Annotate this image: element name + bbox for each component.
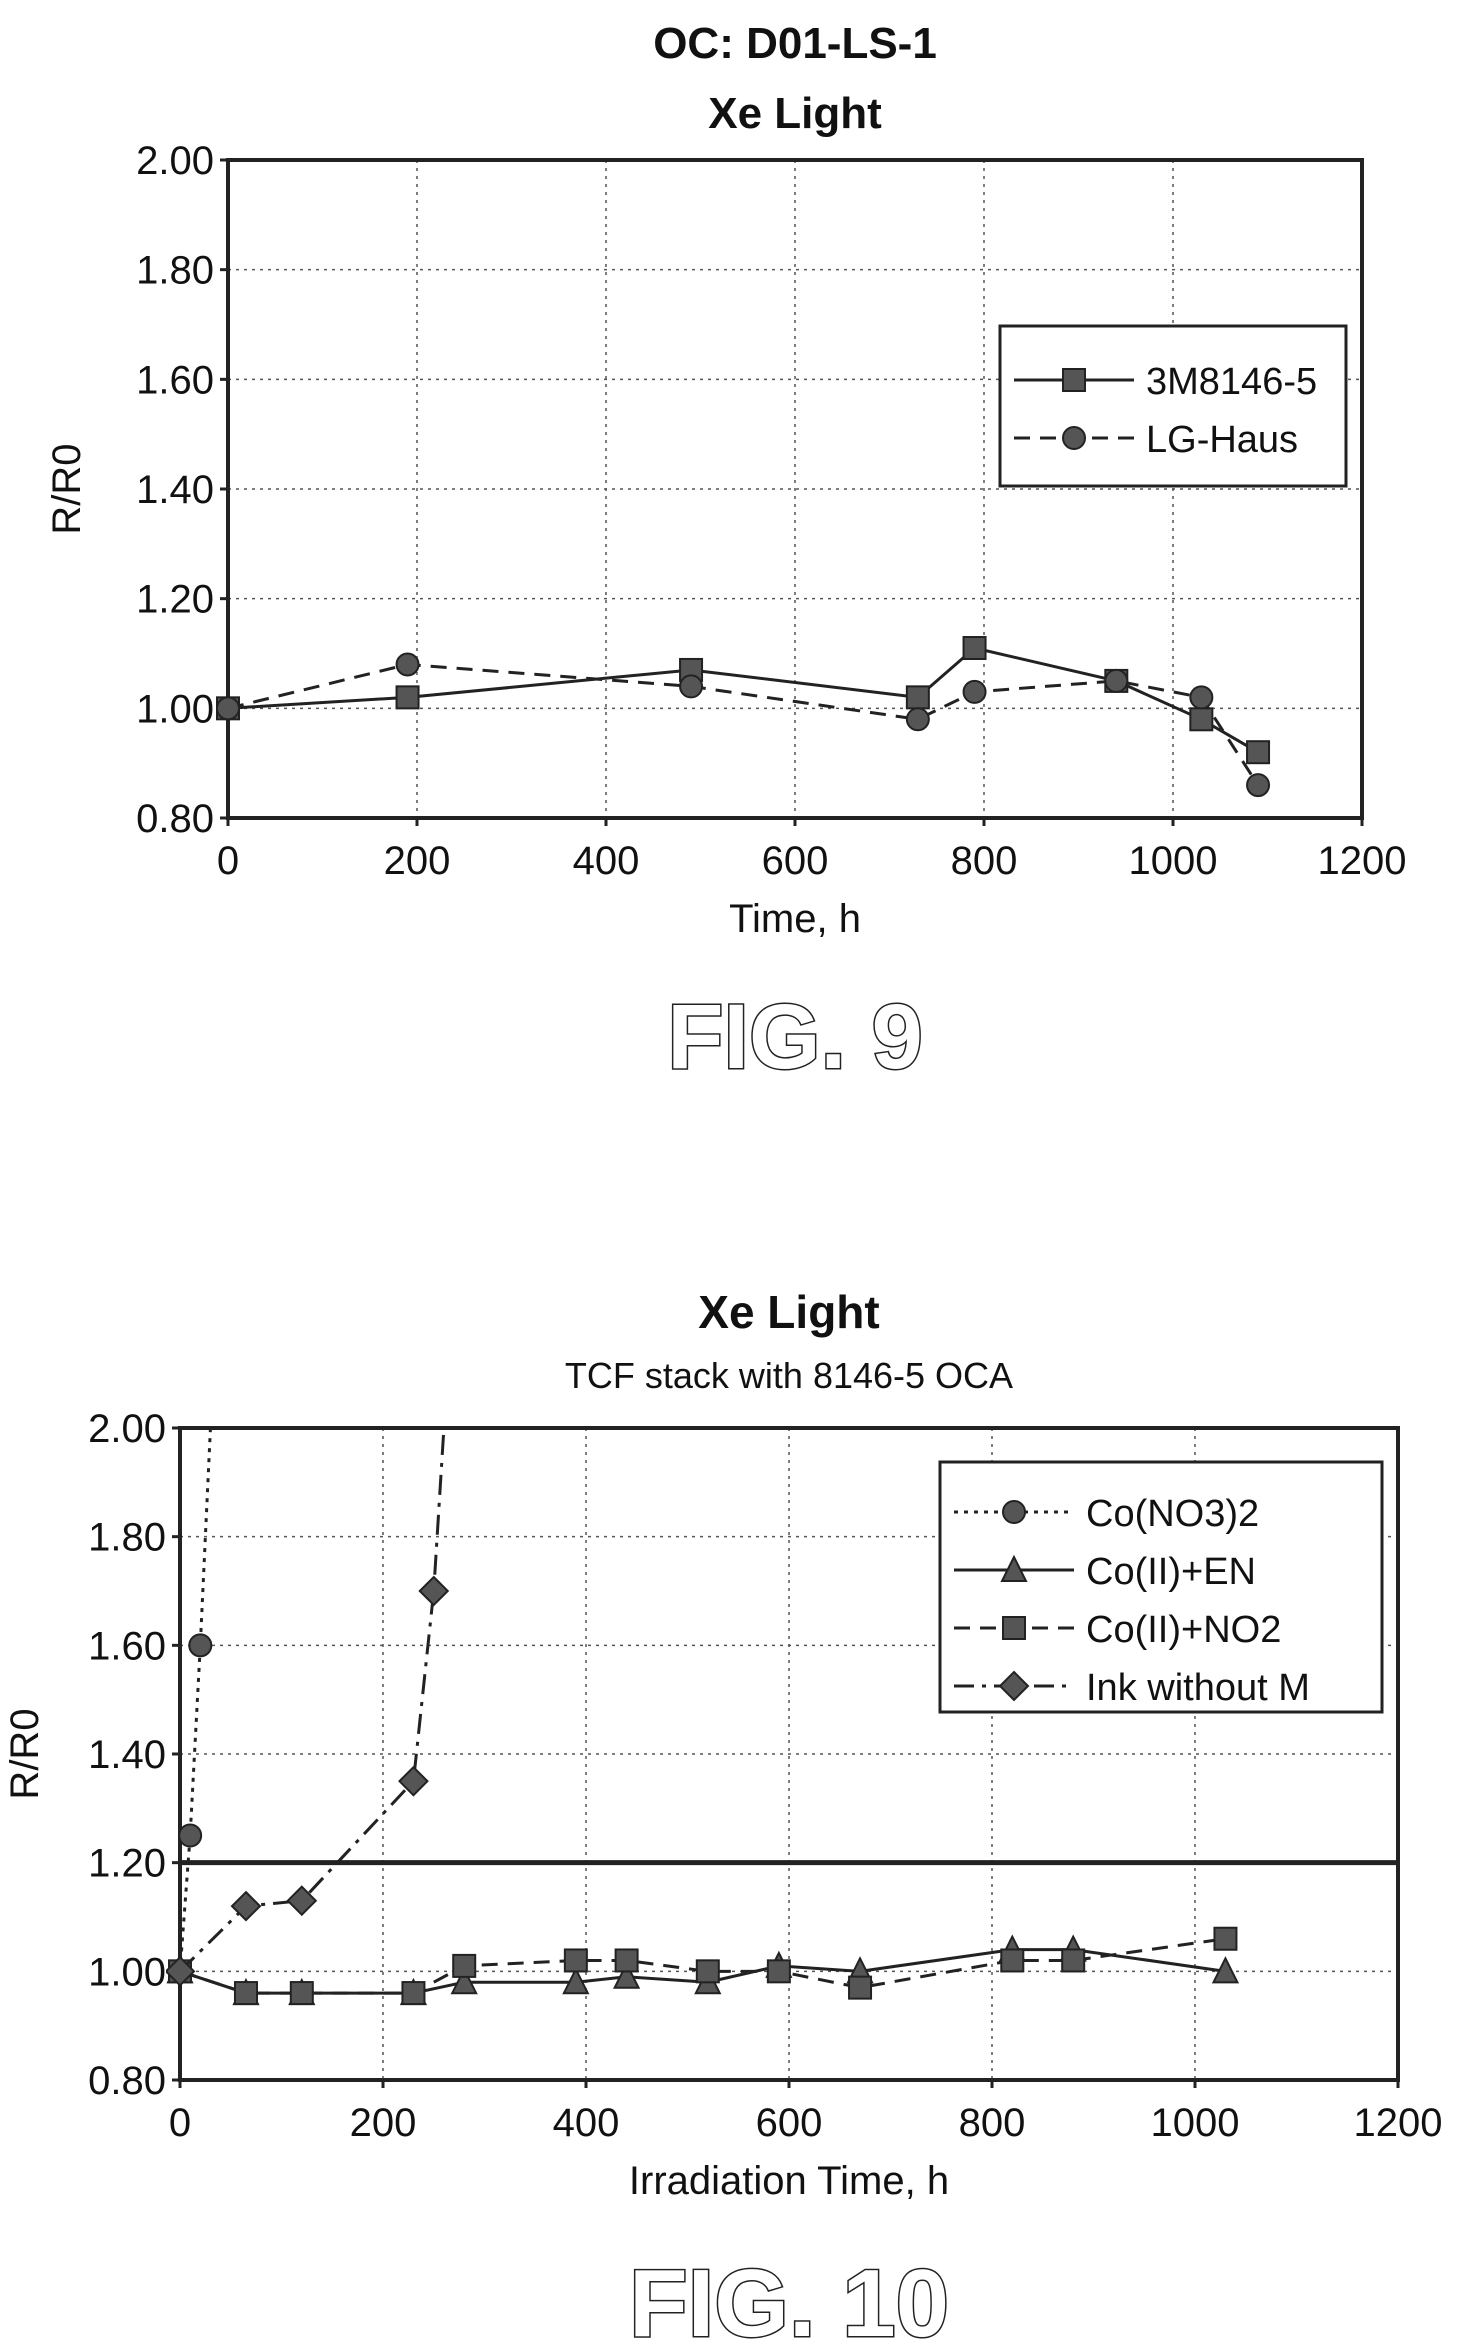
x-tick-label: 200 (384, 839, 451, 883)
data-point-Ink without M (286, 1885, 318, 1917)
data-point-Ink without M (398, 1765, 429, 1797)
y-tick-label: 1.00 (88, 1950, 166, 1994)
y-tick-label: 1.00 (136, 687, 214, 731)
data-point-Co(NO3)2 (188, 1633, 213, 1658)
chart-title: OC: D01-LS-1 (653, 19, 937, 68)
legend-marker (1002, 1616, 1026, 1640)
data-point-Co(II)+NO2 (452, 1953, 477, 1978)
data-point-Co(II)+NO2 (401, 1981, 426, 2006)
series-line-Ink without M (178, 1428, 446, 1973)
x-tick-label: 600 (756, 2101, 823, 2145)
data-point-LG-Haus (1246, 773, 1271, 798)
chart-fig10: Xe Light TCF stack with 8146-5 OCA 0 200 400… (3, 1286, 1442, 2339)
x-tick-label: 1200 (1318, 839, 1407, 883)
data-point-LG-Haus (962, 679, 987, 704)
data-point-LG-Haus (1104, 668, 1129, 693)
y-tick-label: 1.80 (88, 1516, 166, 1560)
data-point-3M8146-5 (395, 685, 420, 710)
data-point-Co(II)+NO2 (1061, 1948, 1086, 1973)
data-point-LG-Haus (1189, 685, 1214, 710)
legend-label: Ink without M (1086, 1667, 1310, 1709)
x-tick-label: 200 (350, 2101, 417, 2145)
y-tick-label: 1.40 (88, 1733, 166, 1777)
x-tick-label: 400 (553, 2101, 620, 2145)
data-point-Co(II)+NO2 (614, 1948, 639, 1973)
series-line-3M8146-5 (227, 646, 1259, 754)
chart-subtitle: TCF stack with 8146-5 OCA (565, 1355, 1013, 1396)
y-tick-label: 1.20 (88, 1842, 166, 1886)
data-point-LG-Haus (679, 674, 704, 699)
series-line-Co(NO3)2 (178, 1428, 212, 1972)
x-tick-label: 1000 (1151, 2101, 1240, 2145)
data-point-Co(II)+EN (612, 1961, 641, 1989)
legend-marker (1062, 426, 1086, 450)
data-point-Co(II)+EN (450, 1966, 478, 1995)
chart-fig9: OC: D01-LS-1 Xe Light 0 200 400 600 800 1000 120… (45, 19, 1407, 1090)
legend-marker (1062, 368, 1086, 392)
chart-subtitle: Xe Light (708, 89, 882, 138)
series-line-LG-Haus (227, 662, 1260, 786)
x-tick-label: 1200 (1354, 2101, 1443, 2145)
x-axis-label: Time, h (729, 897, 861, 941)
data-point-Ink without M (166, 1955, 196, 1987)
figure-label: FIG. 9 (667, 986, 923, 1088)
data-point-LG-Haus (216, 696, 240, 721)
legend: 3M8146-5 LG-Haus (998, 324, 1348, 488)
y-tick-label: 1.40 (136, 468, 214, 512)
data-point-Co(II)+NO2 (1000, 1948, 1025, 1973)
data-point-Co(II)+NO2 (1213, 1926, 1238, 1951)
data-point-Co(NO3)2 (178, 1823, 203, 1848)
y-tick-label: 1.60 (88, 1624, 166, 1668)
y-tick-label: 2.00 (88, 1407, 166, 1451)
y-tick-label: 1.60 (136, 358, 214, 402)
data-point-Co(II)+NO2 (695, 1959, 720, 1984)
y-tick-label: 1.80 (136, 249, 214, 293)
data-point-Co(II)+EN (562, 1966, 590, 1995)
y-axis-label: R/R0 (3, 1708, 47, 1799)
series-layer (166, 1428, 1240, 2006)
chart-title: Xe Light (698, 1286, 879, 1338)
x-tick-label: 600 (762, 839, 829, 883)
data-point-LG-Haus (395, 652, 420, 677)
data-point-3M8146-5 (1246, 740, 1271, 765)
x-axis-label: Irradiation Time, h (629, 2159, 949, 2203)
data-point-Co(II)+NO2 (289, 1981, 314, 2006)
data-point-Co(II)+NO2 (766, 1959, 791, 1984)
x-tick-label: 1000 (1129, 839, 1218, 883)
x-tick-label: 800 (959, 2101, 1026, 2145)
legend-box (998, 324, 1348, 488)
y-tick-label: 1.20 (136, 578, 214, 622)
legend-marker (1000, 1554, 1028, 1582)
x-tick-label: 0 (217, 839, 239, 883)
x-tick-label: 800 (951, 839, 1018, 883)
data-point-Ink without M (418, 1575, 450, 1607)
legend-label: Co(II)+NO2 (1086, 1609, 1281, 1651)
y-tick-label: 2.00 (136, 139, 214, 183)
legend-label: LG-Haus (1146, 419, 1298, 461)
legend-label: Co(NO3)2 (1086, 1493, 1259, 1535)
data-point-Ink without M (230, 1890, 262, 1922)
legend-marker (998, 1670, 1030, 1702)
legend-marker (1002, 1500, 1026, 1524)
data-point-Co(II)+NO2 (848, 1975, 873, 2000)
data-point-3M8146-5 (1189, 707, 1214, 732)
series-layer (216, 636, 1271, 798)
data-point-Co(II)+NO2 (563, 1948, 588, 1973)
legend-label: Co(II)+EN (1086, 1551, 1256, 1593)
legend-label: 3M8146-5 (1146, 361, 1317, 403)
x-tick-label: 0 (169, 2101, 191, 2145)
y-tick-label: 0.80 (88, 2059, 166, 2103)
data-point-3M8146-5 (962, 636, 987, 661)
legend: Co(NO3)2 Co(II)+EN Co(II)+NO2 Ink without M (938, 1460, 1384, 1714)
y-tick-label: 0.80 (136, 797, 214, 841)
data-point-Co(II)+NO2 (233, 1981, 258, 2006)
x-tick-label: 400 (573, 839, 640, 883)
data-point-3M8146-5 (905, 685, 930, 710)
figure-label: FIG. 10 (629, 2250, 949, 2339)
y-axis-label: R/R0 (45, 443, 89, 534)
data-point-LG-Haus (905, 707, 930, 732)
data-point-Co(II)+EN (1211, 1956, 1240, 1984)
